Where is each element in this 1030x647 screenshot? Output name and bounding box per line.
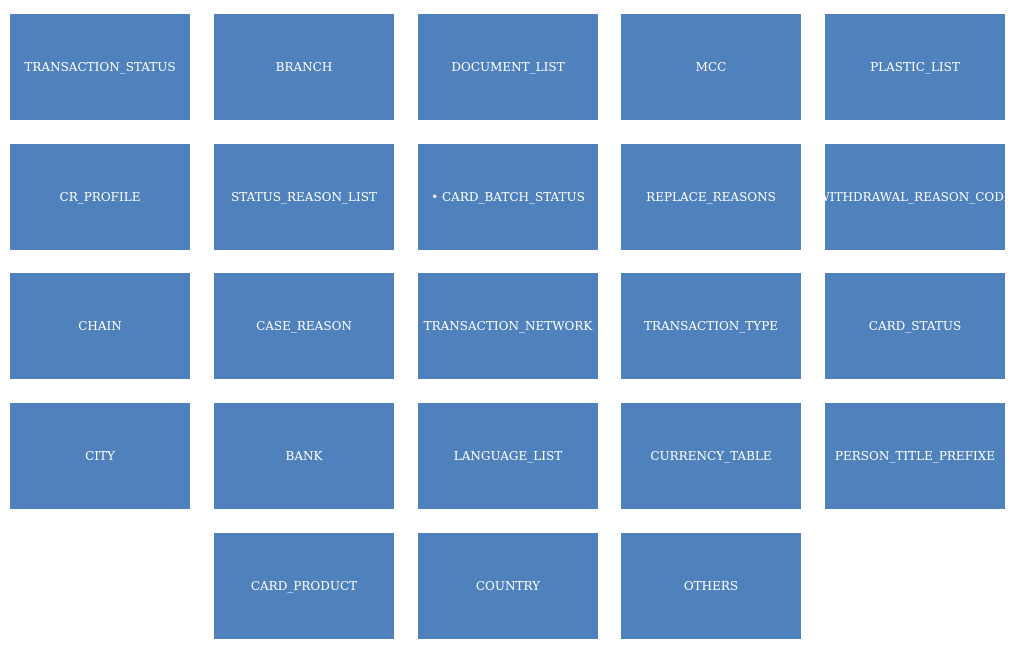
tile-chain[interactable]: CHAIN	[10, 273, 190, 379]
tile-withdrawal-reason-code[interactable]: WITHDRAWAL_REASON_CODE	[817, 144, 1013, 250]
tile-bank[interactable]: BANK	[214, 403, 394, 509]
tile-transaction-type[interactable]: TRANSACTION_TYPE	[621, 273, 801, 379]
tile-label: TRANSACTION_TYPE	[643, 319, 779, 333]
tile-label: CHAIN	[78, 319, 122, 333]
tile-status-reason-list[interactable]: STATUS_REASON_LIST	[214, 144, 394, 250]
tile-cr-profile[interactable]: CR_PROFILE	[10, 144, 190, 250]
tile-label: TRANSACTION_STATUS	[24, 60, 176, 74]
tile-label: PERSON_TITLE_PREFIXE	[834, 449, 996, 463]
tile-label: BRANCH	[275, 60, 333, 74]
tile-label: CITY	[85, 449, 115, 463]
tile-label: PLASTIC_LIST	[870, 60, 960, 74]
tile-mcc[interactable]: MCC	[621, 14, 801, 120]
tile-transaction-status[interactable]: TRANSACTION_STATUS	[10, 14, 190, 120]
tile-document-list[interactable]: DOCUMENT_LIST	[418, 14, 598, 120]
tile-label: LANGUAGE_LIST	[453, 449, 563, 463]
tile-label: MCC	[695, 60, 727, 74]
tile-card-product[interactable]: CARD_PRODUCT	[214, 533, 394, 639]
tile-label: CURRENCY_TABLE	[650, 449, 772, 463]
tile-label: DOCUMENT_LIST	[451, 60, 565, 74]
tile-label: CASE_REASON	[256, 319, 352, 333]
tile-label: OTHERS	[683, 579, 739, 593]
tile-label: CR_PROFILE	[59, 190, 141, 204]
tile-card-batch-status[interactable]: • CARD_BATCH_STATUS	[418, 144, 598, 250]
tile-label: CARD_STATUS	[868, 319, 962, 333]
tile-label: CARD_PRODUCT	[250, 579, 358, 593]
tile-label: • CARD_BATCH_STATUS	[431, 190, 585, 204]
tile-label: COUNTRY	[475, 579, 541, 593]
tile-person-title-prefixe[interactable]: PERSON_TITLE_PREFIXE	[825, 403, 1005, 509]
tile-plastic-list[interactable]: PLASTIC_LIST	[825, 14, 1005, 120]
tile-transaction-network[interactable]: TRANSACTION_NETWORK	[418, 273, 598, 379]
tile-replace-reasons[interactable]: REPLACE_REASONS	[621, 144, 801, 250]
tile-label: TRANSACTION_NETWORK	[423, 319, 593, 333]
tile-label: REPLACE_REASONS	[646, 190, 776, 204]
tile-others[interactable]: OTHERS	[621, 533, 801, 639]
tile-label: STATUS_REASON_LIST	[231, 190, 377, 204]
tile-case-reason[interactable]: CASE_REASON	[214, 273, 394, 379]
tile-currency-table[interactable]: CURRENCY_TABLE	[621, 403, 801, 509]
tile-label: WITHDRAWAL_REASON_CODE	[817, 190, 1013, 204]
tile-card-status[interactable]: CARD_STATUS	[825, 273, 1005, 379]
tile-language-list[interactable]: LANGUAGE_LIST	[418, 403, 598, 509]
tile-city[interactable]: CITY	[10, 403, 190, 509]
tile-country[interactable]: COUNTRY	[418, 533, 598, 639]
tile-branch[interactable]: BRANCH	[214, 14, 394, 120]
tile-label: BANK	[285, 449, 323, 463]
